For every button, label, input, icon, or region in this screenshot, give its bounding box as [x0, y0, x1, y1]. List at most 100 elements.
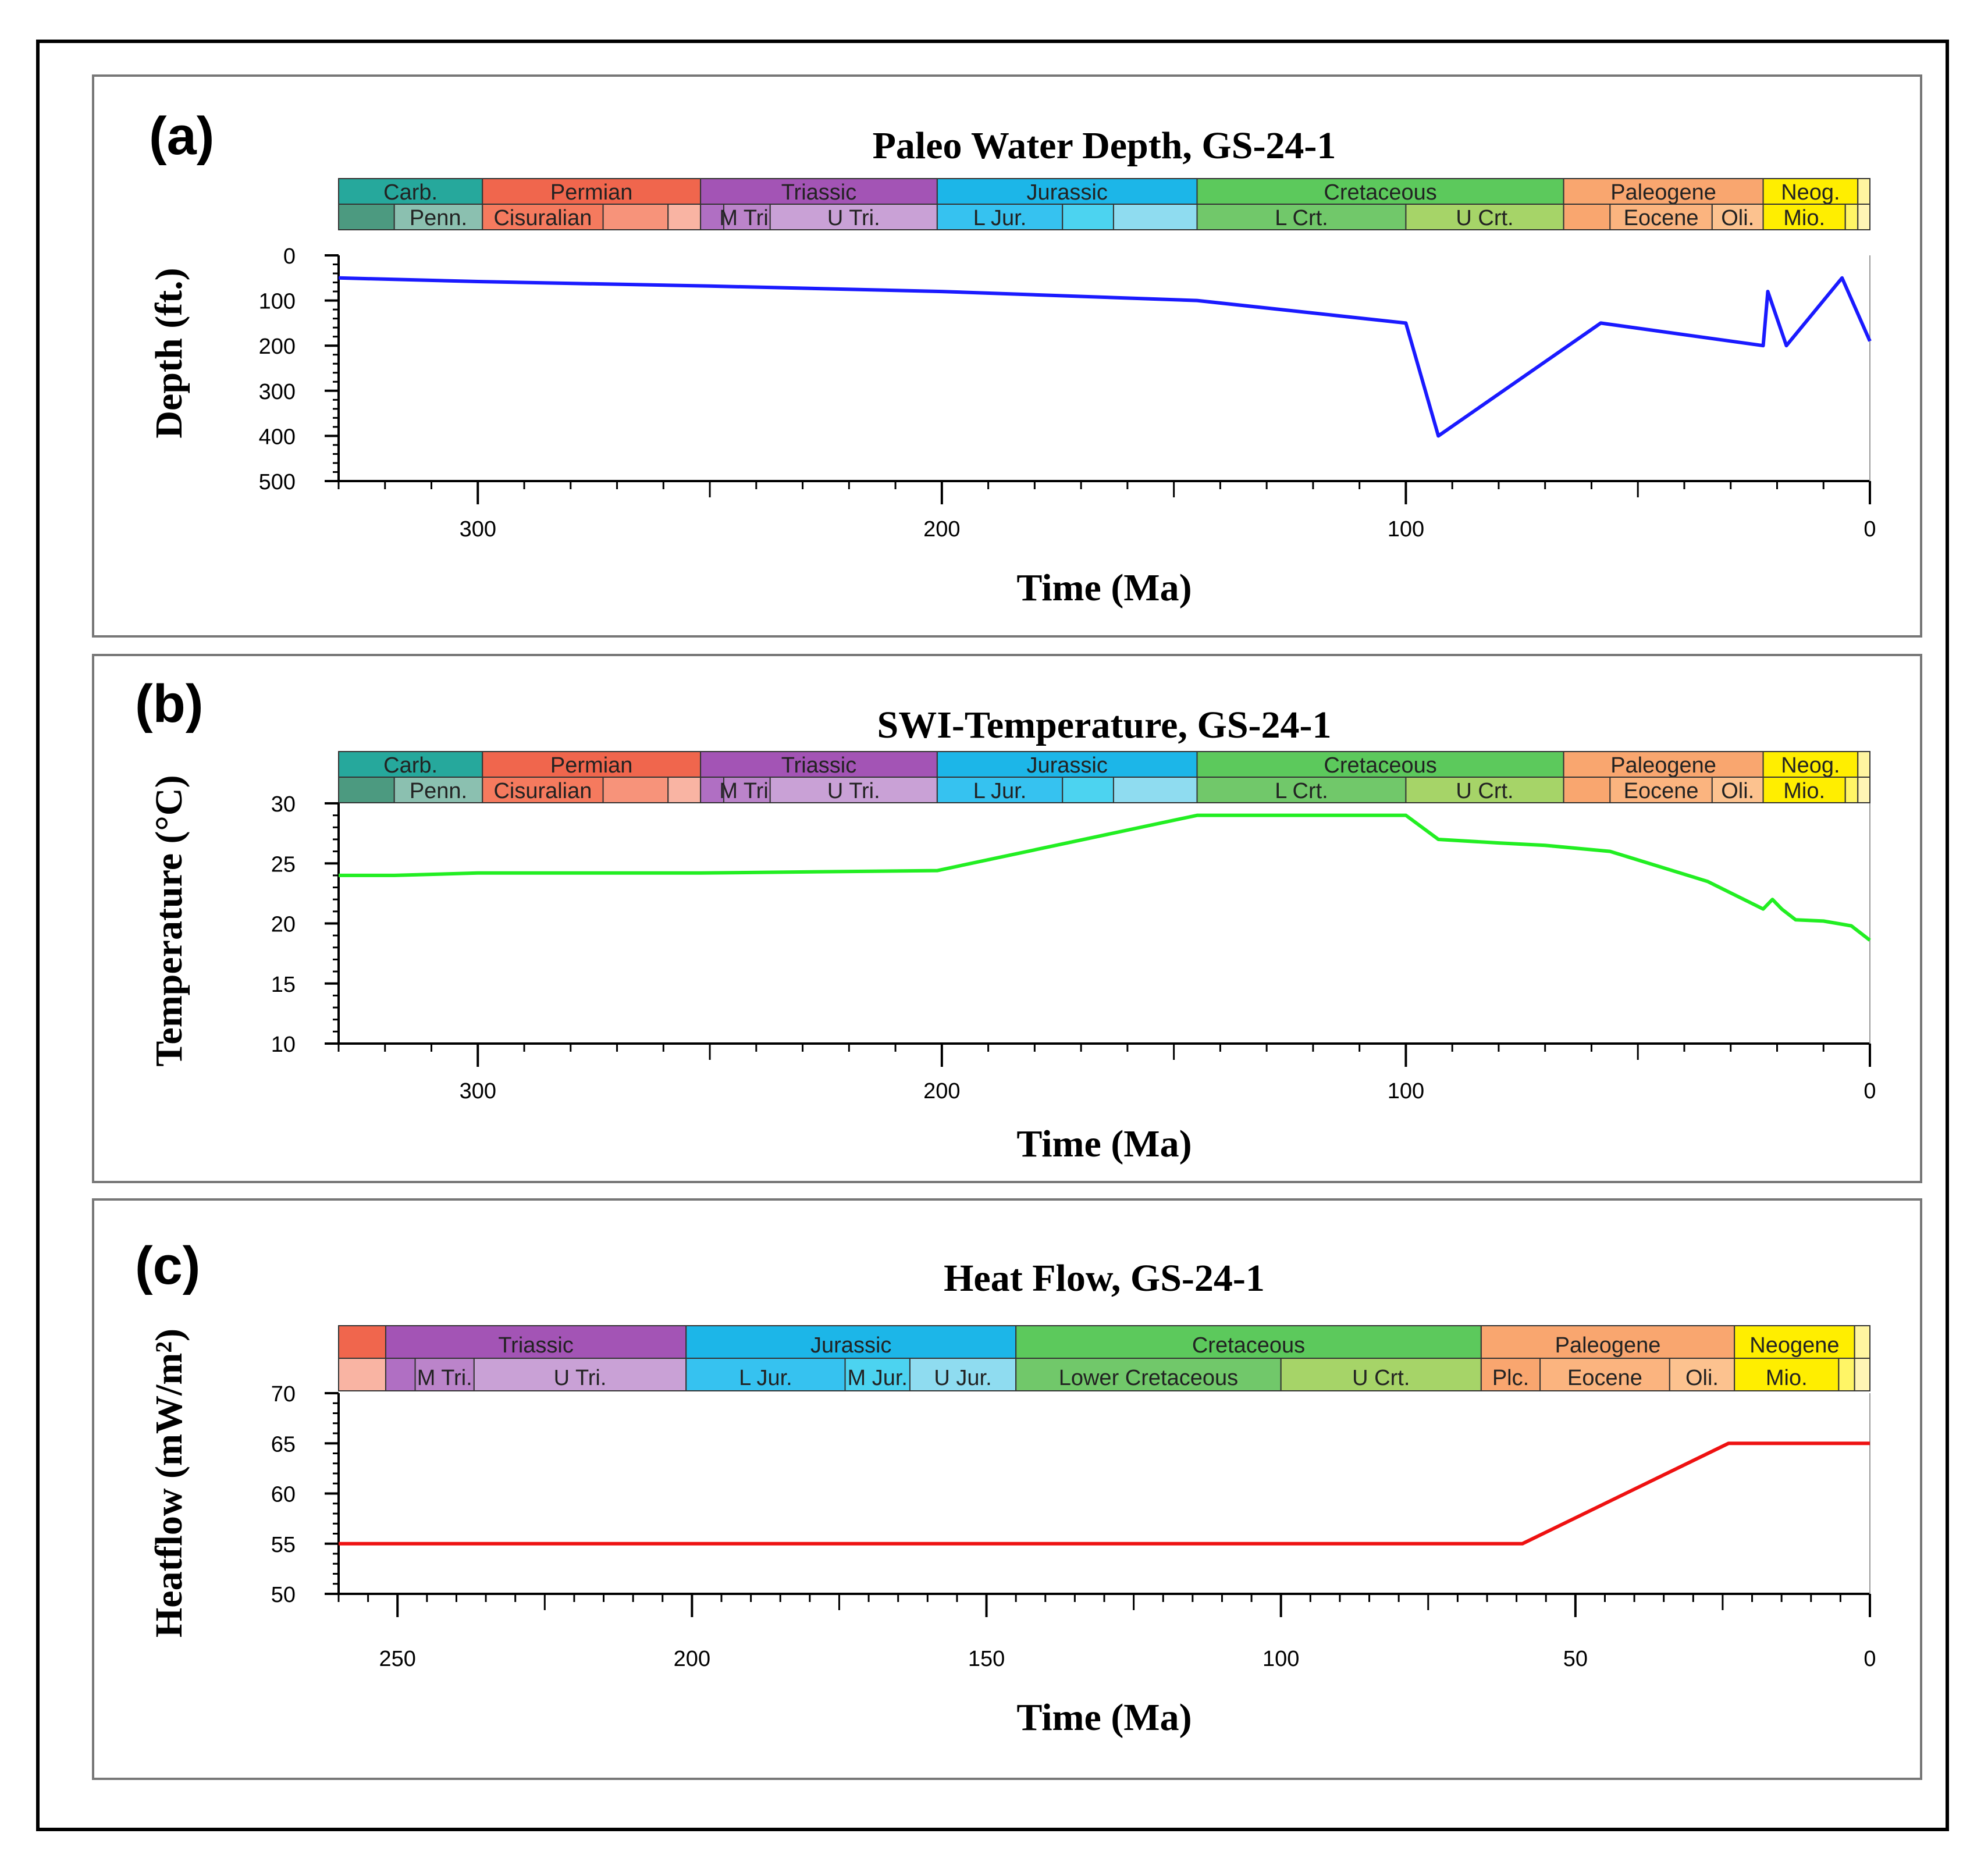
timescale-cell [1280, 1358, 1482, 1391]
y-axis-label: Depth (ft.) [148, 268, 190, 438]
panel-c: (c) Heat Flow, GS-24-1 Triassic Jurassic Cr… [92, 1198, 1922, 1780]
panel-b: (b) SWI-Temperature, GS-24-1 Carb. Permian… [92, 654, 1922, 1183]
timescale-cell [769, 777, 938, 803]
y-tick-label: 200 [259, 334, 296, 359]
series-line [338, 276, 1872, 438]
timescale-cell [769, 204, 938, 230]
timescale-label: Oli. [1685, 1366, 1719, 1390]
timescale-cell [482, 751, 702, 778]
timescale-label: Eocene [1624, 779, 1699, 803]
figure-frame [36, 40, 1949, 1831]
y-tick-label: 10 [271, 1033, 296, 1057]
timescale-label: M Tri. [417, 1366, 472, 1390]
chart-title: Heat Flow, GS-24-1 [944, 1257, 1265, 1300]
timescale-cell [667, 777, 702, 803]
panel-a: (a) Paleo Water Depth, GS-24-1 Carb. Permi… [92, 74, 1922, 638]
timescale-label: Mio. [1766, 1366, 1808, 1390]
x-tick-label: 100 [1388, 1079, 1424, 1103]
timescale-label: U Crt. [1456, 779, 1513, 803]
timescale-cell [1062, 204, 1114, 230]
y-axis-label: Heatflow (mW/m²) [148, 1329, 190, 1637]
timescale-cell [338, 1358, 386, 1391]
x-tick-label: 250 [379, 1647, 416, 1671]
y-tick-label: 60 [271, 1483, 296, 1507]
timescale-label: Permian [550, 180, 632, 205]
y-tick-label: 500 [259, 470, 296, 494]
timescale-label: U Tri. [827, 206, 880, 230]
panel-a-letter: (a) [149, 106, 215, 166]
x-axis-label: Time (Ma) [1016, 1123, 1192, 1165]
timescale-cell [685, 1358, 846, 1391]
y-tick-label: 55 [271, 1533, 296, 1557]
y-tick-label: 30 [271, 792, 296, 817]
timescale-cell [1196, 777, 1407, 803]
chart-title: SWI-Temperature, GS-24-1 [877, 704, 1332, 746]
chart-paleo-water-depth: Paleo Water Depth, GS-24-1 Carb. Permian Tr… [148, 124, 1876, 609]
timescale-label: U Tri. [827, 779, 880, 803]
timescale-label: U Tri. [554, 1366, 607, 1390]
timescale-label: Jurassic [1027, 753, 1108, 778]
timescale-label: Triassic [781, 180, 856, 205]
x-tick-label: 0 [1863, 1079, 1876, 1103]
timescale-label: Paleogene [1555, 1333, 1661, 1358]
timescale-label: L Jur. [973, 779, 1027, 803]
timescale-label: U Crt. [1456, 206, 1513, 230]
timescale-cell [602, 777, 669, 803]
timescale-cell [1196, 751, 1564, 778]
timescale-cell [482, 777, 604, 803]
timescale-label: Neog. [1781, 753, 1840, 778]
timescale-cell [482, 204, 604, 230]
timescale-cell [700, 751, 938, 778]
x-axis-label: Time (Ma) [1016, 1696, 1192, 1739]
timescale-label: Cretaceous [1192, 1333, 1305, 1358]
timescale-label: L Crt. [1275, 779, 1328, 803]
series-line [339, 813, 1871, 942]
x-tick-label: 200 [674, 1647, 710, 1671]
timescale-cell [667, 204, 702, 230]
timescale-cell [1844, 204, 1859, 230]
x-tick-label: 100 [1388, 517, 1424, 542]
timescale-cell [338, 204, 395, 230]
y-tick-label: 15 [271, 973, 296, 997]
timescale-cell [1405, 777, 1564, 803]
x-tick-label: 0 [1863, 1647, 1876, 1671]
x-tick-label: 300 [460, 517, 496, 542]
timescale-label: U Crt. [1352, 1366, 1410, 1390]
y-tick-label: 300 [259, 380, 296, 404]
timescale-cell [338, 1325, 386, 1359]
timescale-cell [602, 204, 669, 230]
timescale-cell [1112, 204, 1198, 230]
timescale-cell [1563, 204, 1611, 230]
x-tick-label: 100 [1262, 1647, 1299, 1671]
timescale-label: Carb. [383, 753, 438, 778]
timescale-cell [385, 1358, 416, 1391]
timescale-cell [685, 1325, 1017, 1359]
x-tick-label: 0 [1863, 517, 1876, 542]
x-tick-label: 300 [460, 1079, 496, 1103]
timescale-cell [393, 204, 483, 230]
y-tick-label: 25 [271, 852, 296, 877]
timescale-cell [1015, 1325, 1482, 1359]
y-tick-label: 20 [271, 913, 296, 937]
timescale-label: Triassic [498, 1333, 573, 1358]
timescale-cell [1563, 777, 1611, 803]
panel-b-letter: (b) [135, 674, 204, 734]
timescale-label: Neogene [1749, 1333, 1839, 1358]
timescale-cell [393, 777, 483, 803]
timescale-label: Penn. [410, 779, 467, 803]
timescale-label: Lower Cretaceous [1059, 1366, 1238, 1390]
timescale-cell [1669, 1358, 1736, 1391]
timescale-cell [844, 1358, 911, 1391]
timescale-cell [1857, 777, 1870, 803]
timescale-cell [1762, 777, 1846, 803]
timescale-label: Penn. [410, 206, 467, 230]
timescale-label: Paleogene [1610, 753, 1716, 778]
timescale-label: Carb. [383, 180, 438, 205]
timescale-label: M Jur. [848, 1366, 908, 1390]
timescale-label: Permian [550, 753, 632, 778]
timescale-cell [1854, 1358, 1870, 1391]
timescale-label: Jurassic [1027, 180, 1108, 205]
timescale-cell [936, 777, 1064, 803]
timescale-cell [1196, 178, 1564, 205]
timescale-cell [1838, 1358, 1855, 1391]
